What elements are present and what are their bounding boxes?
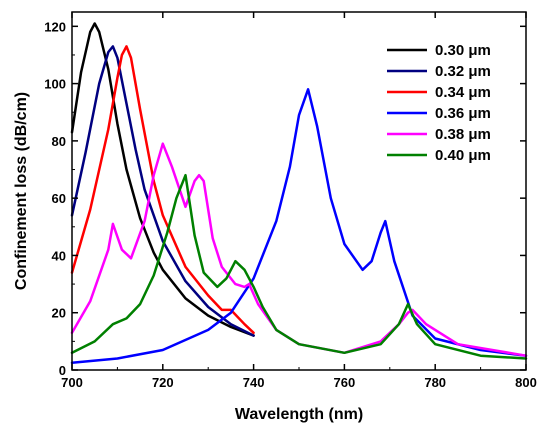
- x-tick-label: 740: [243, 375, 265, 390]
- series-layer: [70, 22, 528, 365]
- series-line-0: [70, 22, 255, 337]
- x-tick-label: 800: [515, 375, 537, 390]
- y-tick-label: 120: [44, 19, 66, 34]
- series-line-5: [70, 173, 528, 360]
- x-tick-label: 760: [334, 375, 356, 390]
- y-tick-label: 20: [52, 306, 66, 321]
- series-line-2: [70, 45, 255, 335]
- legend-label: 0.36 μm: [435, 105, 491, 122]
- legend-label: 0.40 μm: [435, 147, 491, 164]
- legend-label: 0.32 μm: [435, 63, 491, 80]
- axes-layer: 700 720 740 760 780 800 0 20 40 60 80 100 120: [44, 11, 537, 390]
- series-line-4: [70, 142, 528, 357]
- legend-label: 0.38 μm: [435, 126, 491, 143]
- y-tick-label: 40: [52, 248, 66, 263]
- series-line-1: [70, 45, 255, 337]
- y-tick-label: 60: [52, 191, 66, 206]
- y-tick-label: 0: [59, 363, 66, 378]
- y-axis-label: Confinement loss (dB/cm): [13, 92, 30, 290]
- x-tick-label: 700: [61, 375, 83, 390]
- x-axis-label: Wavelength (nm): [235, 406, 363, 423]
- legend: 0.30 μm 0.32 μm 0.34 μm 0.36 μm 0.38 μm 0.40 …: [387, 42, 491, 164]
- series-line-3: [70, 88, 528, 365]
- x-tick-label: 720: [152, 375, 174, 390]
- y-tick-label: 100: [44, 77, 66, 92]
- y-tick-label: 80: [52, 134, 66, 149]
- legend-label: 0.30 μm: [435, 42, 491, 59]
- x-tick-label: 780: [424, 375, 446, 390]
- legend-label: 0.34 μm: [435, 84, 491, 101]
